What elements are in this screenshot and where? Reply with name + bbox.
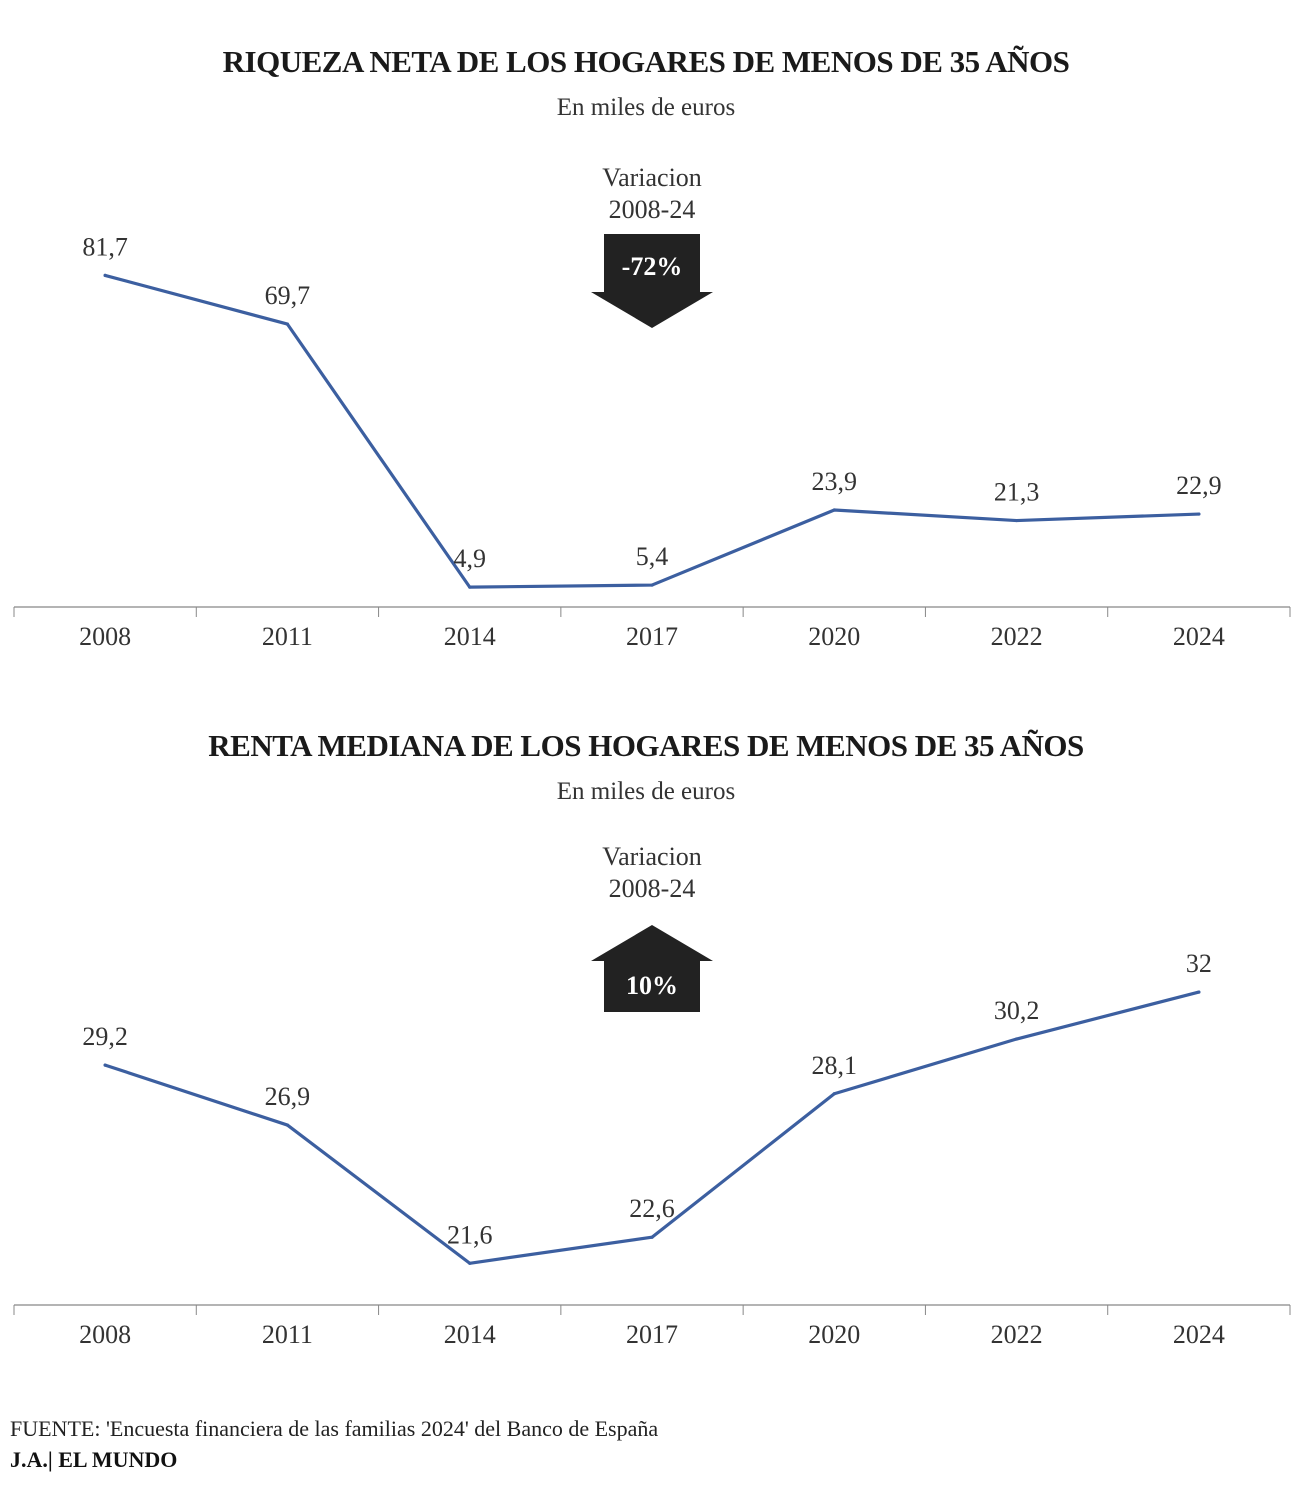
data-point xyxy=(285,322,290,326)
annotation-label: Variacion xyxy=(602,163,702,192)
chart-title: RENTA MEDIANA DE LOS HOGARES DE MENOS DE… xyxy=(208,728,1084,763)
x-tick-label: 2011 xyxy=(262,1320,313,1349)
annotation-period: 2008-24 xyxy=(609,874,696,903)
data-label: 26,9 xyxy=(265,1082,311,1111)
data-point xyxy=(285,1123,290,1127)
x-tick-label: 2022 xyxy=(991,622,1043,651)
data-point xyxy=(1014,1037,1019,1041)
data-label: 81,7 xyxy=(82,232,128,261)
data-point xyxy=(1197,512,1201,516)
data-point xyxy=(103,273,107,277)
x-tick-label: 2008 xyxy=(79,622,131,651)
data-label: 32 xyxy=(1186,949,1212,978)
credit-line: J.A.| EL MUNDO xyxy=(10,1447,178,1472)
variation-value: -72% xyxy=(622,252,683,281)
data-label: 21,3 xyxy=(994,478,1040,507)
arrow-down-icon xyxy=(591,234,713,328)
data-point xyxy=(1014,518,1019,523)
data-label: 29,2 xyxy=(82,1022,128,1051)
variation-value: 10% xyxy=(626,971,678,1000)
data-point xyxy=(650,1235,654,1239)
chart-plot: 2008 2011 2014 2017 2020 2022 2024 81,7 69,7 4,9 5… xyxy=(13,163,1291,651)
annotation-label: Variacion xyxy=(602,842,702,871)
data-point xyxy=(103,1063,107,1067)
x-tick-label: 2011 xyxy=(262,622,313,651)
x-tick-label: 2020 xyxy=(808,1320,860,1349)
data-label: 22,6 xyxy=(629,1194,675,1223)
data-label: 69,7 xyxy=(265,281,311,310)
data-label: 28,1 xyxy=(812,1051,858,1080)
x-tick-label: 2024 xyxy=(1173,1320,1225,1349)
data-point xyxy=(468,1261,472,1265)
chart-riqueza-neta: RIQUEZA NETA DE LOS HOGARES DE MENOS DE … xyxy=(0,0,1292,680)
chart-renta-mediana: RENTA MEDIANA DE LOS HOGARES DE MENOS DE… xyxy=(0,715,1292,1375)
chart-plot: 2008 2011 2014 2017 2020 2022 2024 29,2 26,9 21,6… xyxy=(13,842,1291,1349)
data-point xyxy=(650,583,654,587)
x-tick-label: 2020 xyxy=(808,622,860,651)
x-tick-label: 2022 xyxy=(991,1320,1043,1349)
data-label: 5,4 xyxy=(636,542,669,571)
x-tick-label: 2024 xyxy=(1173,622,1225,651)
data-point xyxy=(832,508,836,512)
source-note: FUENTE: 'Encuesta financiera de las fami… xyxy=(10,1416,659,1441)
x-tick-label: 2014 xyxy=(444,622,496,651)
data-point xyxy=(832,1092,836,1096)
chart-title: RIQUEZA NETA DE LOS HOGARES DE MENOS DE … xyxy=(222,44,1070,79)
x-tick-label: 2017 xyxy=(626,1320,678,1349)
data-label: 22,9 xyxy=(1176,471,1222,500)
data-point xyxy=(468,585,472,589)
chart-subtitle: En miles de euros xyxy=(556,94,736,121)
data-label: 23,9 xyxy=(812,467,858,496)
x-tick-label: 2008 xyxy=(79,1320,131,1349)
data-point xyxy=(1197,990,1201,994)
x-tick-label: 2014 xyxy=(444,1320,496,1349)
data-label: 30,2 xyxy=(994,996,1040,1025)
data-label: 21,6 xyxy=(447,1220,493,1249)
arrow-up-icon xyxy=(591,925,713,1012)
data-label: 4,9 xyxy=(453,544,486,573)
chart-subtitle: En miles de euros xyxy=(556,778,736,805)
annotation-period: 2008-24 xyxy=(609,195,696,224)
x-tick-label: 2017 xyxy=(626,622,678,651)
